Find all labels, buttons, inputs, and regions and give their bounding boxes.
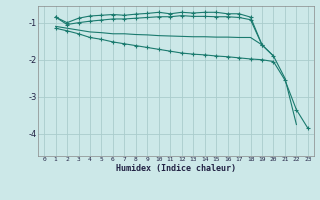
X-axis label: Humidex (Indice chaleur): Humidex (Indice chaleur) [116, 164, 236, 173]
